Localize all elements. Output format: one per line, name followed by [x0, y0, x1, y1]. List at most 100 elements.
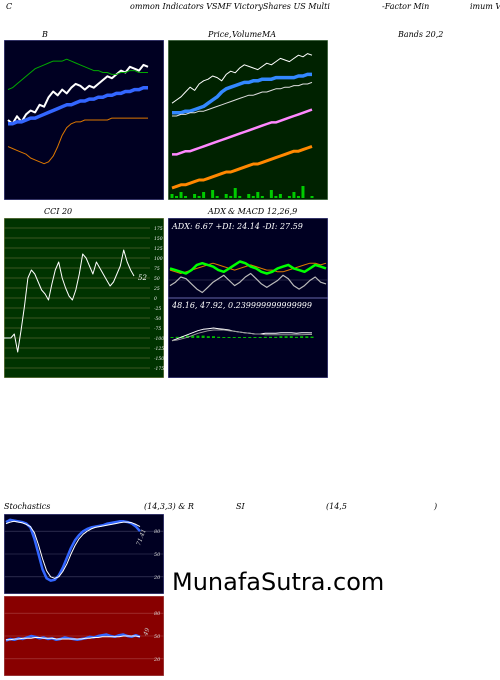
macd-chart: 48.16, 47.92, 0.239999999999999 — [168, 298, 328, 378]
header-title-end: imum V — [470, 2, 500, 11]
cci-tick-label: 125 — [154, 246, 163, 252]
volume-bar — [215, 196, 219, 198]
osc-tick-label: 20 — [153, 657, 161, 663]
macd-histogram-bar — [237, 337, 241, 338]
signal-line — [171, 329, 312, 342]
macd-histogram-bar — [170, 337, 174, 338]
macd-histogram-bar — [258, 337, 262, 338]
volume-bar — [202, 192, 206, 198]
adx-readout: ADX: 6.67 +DI: 24.14 -DI: 27.59 — [171, 222, 303, 231]
volume-bar — [184, 196, 188, 198]
middle-band-line — [8, 85, 148, 126]
osc-signal-line — [6, 635, 141, 641]
osc-signal-line — [5, 520, 141, 579]
bollinger-chart — [4, 40, 164, 200]
volume-bar — [296, 196, 300, 198]
stochastics-label: Stochastics — [4, 502, 51, 511]
cci-tick-label: -175 — [154, 366, 164, 372]
macd-histogram-bar — [253, 337, 257, 338]
volume-bar — [287, 196, 291, 198]
macd-histogram-bar — [196, 335, 200, 338]
macd-histogram-bar — [300, 336, 304, 338]
macd-histogram-bar — [227, 337, 231, 338]
osc-tick-label: 50 — [154, 552, 161, 558]
volume-bar — [197, 196, 201, 198]
macd-histogram-bar — [211, 336, 215, 338]
ma-long-line — [172, 108, 313, 156]
macd-histogram-bar — [248, 337, 252, 338]
volume-bar — [179, 192, 183, 198]
price-label: Price, — [208, 30, 232, 39]
bollinger-label: B — [42, 30, 48, 39]
volume-bar — [251, 196, 255, 198]
adx-chart: ADX: 6.67 +DI: 24.14 -DI: 27.59 — [168, 218, 328, 298]
macd-histogram-bar — [191, 335, 195, 338]
volume-bar — [301, 186, 305, 198]
ma-mid-line — [172, 81, 313, 117]
macd-histogram-bar — [274, 336, 278, 338]
cci-line — [4, 249, 135, 353]
volume-bar — [238, 196, 242, 198]
cci-chart: 175 150 125 100 75 50 25 0 -25 -50 -75 -100 -125 -150… — [4, 218, 164, 378]
osc-tick-label: 20 — [153, 575, 161, 581]
header-left: C — [6, 2, 13, 11]
rsi-params-label: (14,5 — [326, 502, 347, 511]
volume-bar — [256, 192, 260, 198]
cci-tick-label: -100 — [154, 336, 164, 342]
bands-label: Bands 20,2 — [398, 30, 444, 39]
rsi-value: 49 — [142, 627, 152, 638]
volume-bar — [310, 196, 314, 198]
volume-bar — [247, 194, 251, 198]
macd-histogram-bar — [217, 336, 221, 338]
cci-tick-label: 175 — [154, 226, 163, 232]
cci-tick-label: -50 — [154, 316, 161, 322]
cci-tick-label: 75 — [154, 266, 160, 272]
plus-di-line — [169, 260, 327, 275]
cci-tick-label: -150 — [154, 356, 164, 362]
cci-tick-label: 0 — [154, 296, 157, 302]
cci-tick-label: -75 — [154, 326, 161, 332]
macd-histogram-bar — [284, 336, 288, 338]
macd-histogram-bar — [305, 336, 309, 338]
volume-bar — [260, 196, 264, 198]
volume-bar — [278, 194, 282, 198]
upper-band-line — [7, 58, 148, 91]
watermark: MunafaSutra.com — [172, 568, 385, 596]
macd-histogram-bar — [222, 337, 226, 338]
minus-di-line — [169, 272, 327, 294]
price-line — [171, 53, 313, 104]
rsi-label: SI — [236, 502, 245, 511]
rsi-chart: 80 50 20 49 — [4, 596, 164, 676]
volume-bar — [269, 190, 273, 198]
macd-readout: 48.16, 47.92, 0.239999999999999 — [171, 301, 312, 310]
volume-bar — [274, 196, 278, 198]
volume-bar — [193, 194, 197, 198]
cci-tick-label: 50 — [154, 276, 160, 282]
volume-label: Volume — [232, 30, 262, 39]
cci-tick-label: 100 — [154, 256, 163, 262]
price-ma-chart — [168, 40, 328, 200]
macd-histogram-bar — [175, 336, 179, 338]
stoch-params-label: (14,3,3) & R — [144, 502, 194, 511]
macd-histogram-bar — [206, 336, 210, 338]
ma-label: MA — [262, 30, 276, 39]
ma-longest-line — [171, 144, 313, 190]
cci-tick-label: -125 — [154, 346, 164, 352]
ma-short-line — [172, 72, 312, 115]
macd-histogram-bar — [310, 336, 314, 338]
lower-band-line — [7, 117, 148, 165]
macd-histogram-bar — [279, 336, 283, 338]
macd-histogram-bar — [232, 337, 236, 338]
volume-bar — [229, 196, 233, 198]
macd-histogram-bar — [243, 337, 247, 338]
macd-histogram-bar — [201, 335, 205, 338]
cci-tick-label: 150 — [154, 236, 163, 242]
volume-bar — [292, 192, 296, 198]
adx-label: ADX — [208, 207, 226, 216]
osc-tick-label: 80 — [154, 611, 161, 617]
volume-bar — [175, 196, 179, 198]
volume-bar — [170, 194, 174, 198]
rsi-params-close: ) — [434, 502, 438, 511]
macd-histogram-bar — [263, 336, 267, 338]
